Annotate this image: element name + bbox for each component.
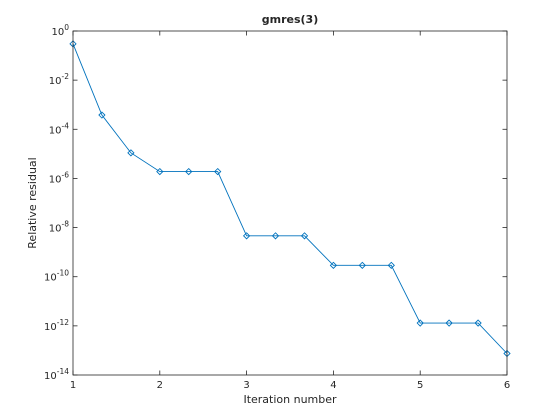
data-point-marker xyxy=(358,261,366,269)
y-tick-label: 10-14 xyxy=(44,367,69,382)
plot-area xyxy=(73,31,507,375)
data-point-marker xyxy=(474,319,482,327)
y-tick-base: 10 xyxy=(49,76,62,87)
y-tick-label: 100 xyxy=(51,23,69,38)
x-tick-label: 3 xyxy=(243,380,249,391)
x-tick-label: 4 xyxy=(330,380,336,391)
x-axis-label: Iteration number xyxy=(243,393,337,406)
y-tick-exponent: -14 xyxy=(57,367,69,376)
data-point-marker xyxy=(445,319,453,327)
chart-title: gmres(3) xyxy=(262,13,318,26)
y-tick-base: 10 xyxy=(44,322,57,333)
series-line xyxy=(72,43,508,354)
y-tick-base: 10 xyxy=(49,174,62,185)
data-point-marker xyxy=(300,232,309,240)
y-tick-exponent: -12 xyxy=(57,318,69,327)
data-point-marker xyxy=(127,149,135,157)
y-tick-base: 10 xyxy=(51,27,64,38)
y-tick-label: 10-10 xyxy=(44,269,69,284)
data-point-marker xyxy=(242,232,251,240)
y-tick-exponent: -2 xyxy=(62,72,70,81)
y-tick-label: 10-6 xyxy=(49,170,69,185)
data-point-marker xyxy=(156,167,164,176)
y-axis-label: Relative residual xyxy=(26,157,39,248)
y-tick-exponent: 0 xyxy=(64,23,69,32)
y-tick-base: 10 xyxy=(44,371,57,382)
series-layer xyxy=(69,40,511,358)
y-tick-exponent: -6 xyxy=(62,170,70,179)
y-tick-label: 10-12 xyxy=(44,318,69,333)
y-tick-label: 10-4 xyxy=(49,121,69,136)
y-tick-exponent: -4 xyxy=(62,121,70,130)
y-tick-label: 10-2 xyxy=(49,72,69,87)
data-point-marker xyxy=(271,232,280,240)
y-tick-base: 10 xyxy=(49,224,62,235)
axes-box xyxy=(72,30,508,376)
data-point-marker xyxy=(214,167,222,176)
x-tick-label: 6 xyxy=(504,380,510,391)
y-tick-label: 10-8 xyxy=(49,220,69,235)
x-tick-label: 5 xyxy=(417,380,423,391)
x-tick-label: 2 xyxy=(157,380,163,391)
data-point-marker xyxy=(185,167,193,176)
y-tick-exponent: -10 xyxy=(57,269,69,278)
data-point-marker xyxy=(416,319,424,327)
data-point-marker xyxy=(387,261,395,269)
y-tick-exponent: -8 xyxy=(62,220,70,229)
data-point-marker xyxy=(329,261,338,269)
y-tick-base: 10 xyxy=(44,273,57,284)
data-point-marker xyxy=(98,111,106,119)
x-tick-label: 1 xyxy=(70,380,76,391)
y-tick-base: 10 xyxy=(49,125,62,136)
